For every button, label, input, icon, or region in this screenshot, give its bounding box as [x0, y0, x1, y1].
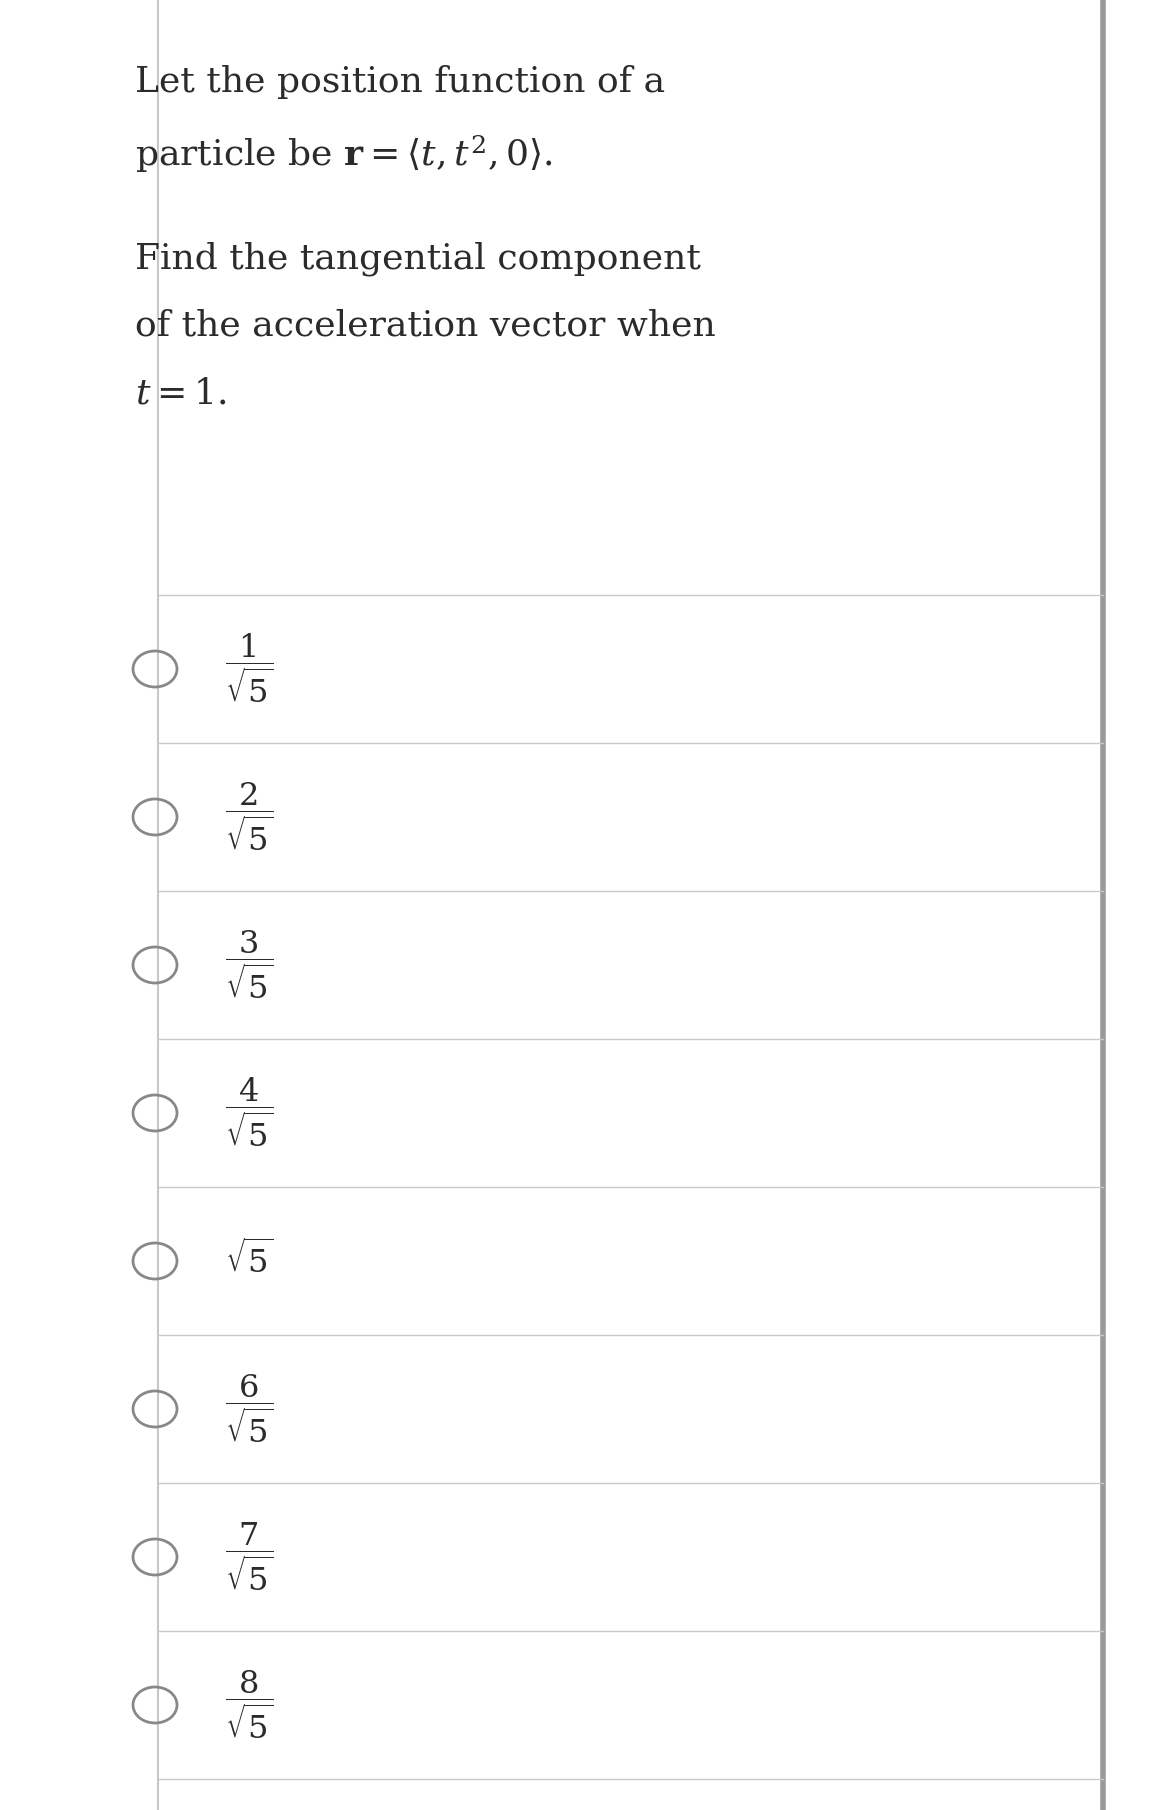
- Text: particle be $\mathbf{r} = \langle t, t^2, 0\rangle$.: particle be $\mathbf{r} = \langle t, t^2…: [135, 132, 553, 176]
- Text: $\dfrac{3}{\sqrt{5}}$: $\dfrac{3}{\sqrt{5}}$: [225, 929, 274, 1001]
- Text: Find the tangential component: Find the tangential component: [135, 241, 701, 275]
- Text: $\dfrac{1}{\sqrt{5}}$: $\dfrac{1}{\sqrt{5}}$: [225, 632, 274, 706]
- Text: $\dfrac{2}{\sqrt{5}}$: $\dfrac{2}{\sqrt{5}}$: [225, 780, 274, 854]
- Text: $\sqrt{5}$: $\sqrt{5}$: [225, 1242, 274, 1281]
- Text: Let the position function of a: Let the position function of a: [135, 65, 665, 100]
- Text: $\dfrac{6}{\sqrt{5}}$: $\dfrac{6}{\sqrt{5}}$: [225, 1372, 274, 1446]
- Text: $\dfrac{4}{\sqrt{5}}$: $\dfrac{4}{\sqrt{5}}$: [225, 1075, 274, 1149]
- Text: $t = 1$.: $t = 1$.: [135, 376, 226, 411]
- Text: $\dfrac{7}{\sqrt{5}}$: $\dfrac{7}{\sqrt{5}}$: [225, 1520, 274, 1593]
- Text: of the acceleration vector when: of the acceleration vector when: [135, 310, 715, 344]
- Text: $\dfrac{8}{\sqrt{5}}$: $\dfrac{8}{\sqrt{5}}$: [225, 1669, 274, 1741]
